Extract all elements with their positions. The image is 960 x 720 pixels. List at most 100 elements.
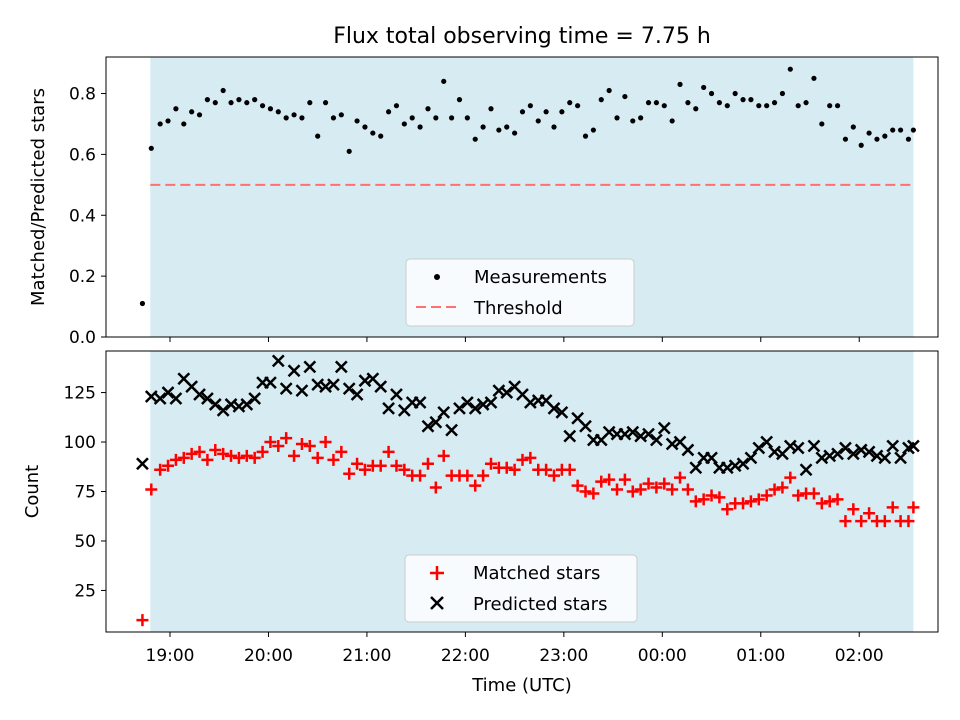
- matched-star-point: [674, 471, 687, 484]
- measurement-point: [598, 97, 604, 103]
- matched-star-point: [705, 489, 718, 502]
- ratio-panel-frame: [105, 56, 939, 338]
- matched-star-point: [516, 453, 529, 466]
- matched-star-point: [863, 507, 876, 520]
- matched-star-point: [335, 445, 348, 458]
- count-y-tick-label: 100: [64, 433, 96, 453]
- ratio-y-tick-label: 0.0: [69, 328, 96, 348]
- matched-star-point: [650, 481, 663, 494]
- predicted-star-point: [791, 441, 805, 455]
- measurement-point: [456, 97, 463, 103]
- matched-star-point: [634, 483, 647, 496]
- ratio-legend: Measurements Threshold: [405, 258, 635, 327]
- matched-star-point: [374, 459, 387, 472]
- predicted-star-point: [271, 354, 285, 368]
- ratio-legend-box: [405, 258, 635, 327]
- matched-star-point: [721, 503, 734, 516]
- predicted-star-point: [563, 429, 577, 443]
- predicted-star-point: [799, 463, 813, 477]
- matched-star-point: [390, 459, 403, 472]
- predicted-star-point: [193, 388, 206, 401]
- measurement-point: [409, 115, 415, 121]
- chart-title: Flux total observing time = 7.75 h: [333, 24, 711, 49]
- predicted-star-point: [650, 433, 663, 447]
- matched-star-point: [752, 493, 765, 506]
- legend-matched-marker: [430, 566, 444, 580]
- matched-star-point: [697, 493, 710, 506]
- measurement-point: [764, 103, 770, 109]
- matched-star-point: [358, 463, 371, 476]
- measurement-point: [267, 106, 274, 112]
- matched-star-point: [681, 483, 694, 496]
- ratio-y-tick-label: 0.4: [69, 206, 96, 226]
- measurement-point: [307, 100, 313, 106]
- predicted-star-point: [350, 388, 364, 401]
- matched-star-point: [902, 515, 915, 528]
- measurement-point: [299, 115, 305, 121]
- predicted-star-point: [208, 398, 222, 411]
- measurement-point: [858, 142, 864, 148]
- measurement-point: [322, 100, 329, 106]
- measurement-point: [866, 130, 872, 136]
- matched-star-point: [571, 479, 584, 492]
- measurement-point: [543, 109, 549, 115]
- measurement-point: [827, 103, 833, 109]
- measurement-point: [401, 121, 407, 127]
- measurement-point: [512, 130, 518, 136]
- count-y-axis-label: Count: [22, 465, 43, 518]
- predicted-star-point: [626, 425, 640, 439]
- measurement-point: [283, 115, 289, 121]
- predicted-star-point: [327, 378, 340, 392]
- measurement-point: [575, 103, 581, 109]
- predicted-star-point: [334, 360, 348, 374]
- matched-star-point: [288, 449, 301, 462]
- predicted-star-point: [342, 382, 356, 395]
- predicted-star-point: [413, 396, 427, 409]
- predicted-star-point: [468, 402, 482, 415]
- measurement-point: [378, 133, 384, 139]
- count-y-tick-label: 25: [74, 581, 96, 601]
- measurement-point: [488, 106, 494, 112]
- predicted-star-point: [264, 376, 277, 390]
- measurement-point: [449, 115, 455, 121]
- measurement-point: [236, 97, 242, 103]
- measurement-point: [795, 103, 801, 109]
- measurement-point: [315, 133, 321, 139]
- measurement-point: [196, 112, 203, 118]
- predicted-star-point: [839, 441, 852, 455]
- count-x-tick-label: 22:00: [441, 646, 490, 666]
- measurement-point: [756, 103, 762, 109]
- count-x-tick-label: 23:00: [539, 646, 588, 666]
- predicted-stars-points: [136, 354, 920, 477]
- matched-star-point: [524, 451, 537, 464]
- measurement-point: [559, 109, 565, 115]
- matched-star-point: [169, 453, 182, 466]
- matched-star-point: [658, 477, 671, 490]
- predicted-star-point: [153, 392, 167, 405]
- measurement-point: [779, 90, 786, 97]
- legend-predicted-label: Predicted stars: [473, 594, 607, 615]
- ratio-y-ticks: 0.0 0.2 0.4 0.6 0.8: [69, 85, 106, 348]
- measurement-point: [275, 109, 281, 115]
- measurement-point: [472, 136, 478, 142]
- measurement-point: [252, 97, 258, 103]
- predicted-star-point: [579, 419, 592, 433]
- matched-star-point: [760, 489, 773, 502]
- matched-star-point: [319, 436, 332, 449]
- measurement-point: [393, 103, 400, 109]
- matched-star-point: [587, 487, 600, 500]
- predicted-star-point: [201, 392, 214, 405]
- measurement-point: [464, 115, 470, 121]
- measurement-point: [441, 78, 447, 84]
- measurement-point: [850, 124, 856, 130]
- matched-star-point: [240, 449, 253, 462]
- measurement-point: [189, 109, 195, 115]
- matched-star-point: [272, 439, 285, 452]
- matched-star-point: [382, 445, 395, 458]
- matched-star-point: [145, 483, 158, 496]
- predicted-star-point: [878, 451, 892, 465]
- matched-star-point: [618, 473, 631, 486]
- measurement-point: [244, 100, 250, 106]
- matched-star-point: [421, 457, 434, 470]
